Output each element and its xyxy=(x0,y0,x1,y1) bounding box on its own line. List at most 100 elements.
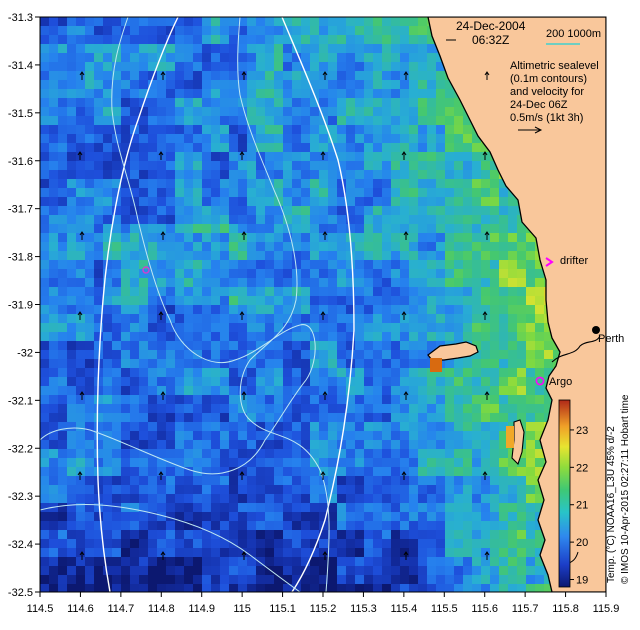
drifter-marker[interactable] xyxy=(545,257,554,267)
sst-cell xyxy=(508,395,518,405)
sst-cell xyxy=(490,161,500,171)
sst-cell xyxy=(382,485,392,495)
sst-cell xyxy=(247,62,257,72)
sst-cell xyxy=(391,170,401,180)
sst-cell xyxy=(166,404,176,414)
sst-cell xyxy=(166,44,176,54)
sst-cell xyxy=(193,359,203,369)
sst-cell xyxy=(355,44,365,54)
sst-cell xyxy=(463,143,473,153)
sst-cell xyxy=(499,575,509,585)
sst-cell xyxy=(310,107,320,117)
sst-cell xyxy=(283,89,293,99)
sst-cell xyxy=(436,530,446,540)
sst-cell xyxy=(301,170,311,180)
sst-cell xyxy=(103,152,113,162)
sst-cell xyxy=(328,260,338,270)
sst-cell xyxy=(130,62,140,72)
sst-cell xyxy=(274,530,284,540)
sst-cell xyxy=(391,377,401,387)
sst-cell xyxy=(256,557,266,567)
sst-cell xyxy=(355,35,365,45)
sst-cell xyxy=(238,98,248,108)
sst-cell xyxy=(463,134,473,144)
sst-cell xyxy=(292,242,302,252)
sst-cell xyxy=(103,17,113,27)
sst-cell xyxy=(148,35,158,45)
sst-cell xyxy=(256,341,266,351)
sst-cell xyxy=(301,242,311,252)
sst-cell xyxy=(490,314,500,324)
sst-cell xyxy=(535,350,545,360)
sst-cell xyxy=(301,287,311,297)
sst-cell xyxy=(328,467,338,477)
sst-cell xyxy=(265,467,275,477)
sst-cell xyxy=(139,260,149,270)
sst-cell xyxy=(58,332,68,342)
sst-cell xyxy=(355,314,365,324)
sst-cell xyxy=(121,35,131,45)
sst-cell xyxy=(94,143,104,153)
sst-cell xyxy=(193,476,203,486)
sst-cell xyxy=(94,215,104,225)
perth-marker[interactable] xyxy=(592,326,600,334)
sst-cell xyxy=(355,440,365,450)
sst-cell xyxy=(400,503,410,513)
sst-cell xyxy=(202,35,212,45)
sst-cell xyxy=(310,206,320,216)
sst-cell xyxy=(508,548,518,558)
sst-cell xyxy=(364,575,374,585)
sst-cell xyxy=(427,215,437,225)
x-axis: 114.5 114.6 114.7 114.8 114.9 115 115.1 115.2 11… xyxy=(27,592,619,615)
sst-cell xyxy=(202,431,212,441)
sst-cell xyxy=(436,395,446,405)
sst-cell xyxy=(382,449,392,459)
sst-cell xyxy=(409,503,419,513)
sst-cell xyxy=(283,332,293,342)
sst-cell xyxy=(391,98,401,108)
sst-cell xyxy=(130,80,140,90)
sst-cell xyxy=(202,557,212,567)
sst-cell xyxy=(373,386,383,396)
sst-cell xyxy=(481,512,491,522)
sst-cell xyxy=(481,440,491,450)
sst-cell xyxy=(40,26,50,36)
sst-cell xyxy=(202,458,212,468)
sst-cell xyxy=(67,260,77,270)
sst-cell xyxy=(400,62,410,72)
sst-cell xyxy=(418,242,428,252)
sst-cell xyxy=(391,26,401,36)
sst-cell xyxy=(535,368,545,378)
sst-cell xyxy=(238,512,248,522)
sst-cell xyxy=(265,575,275,585)
sst-cell xyxy=(112,152,122,162)
sst-cell xyxy=(130,224,140,234)
sst-cell xyxy=(157,197,167,207)
sst-cell xyxy=(445,476,455,486)
sst-cell xyxy=(400,341,410,351)
sst-cell xyxy=(193,224,203,234)
legend-line-2: and velocity for xyxy=(510,86,584,98)
sst-cell xyxy=(400,152,410,162)
argo-marker[interactable] xyxy=(535,376,545,386)
sst-cell xyxy=(418,152,428,162)
sst-cell xyxy=(220,215,230,225)
sst-cell xyxy=(85,386,95,396)
sst-cell xyxy=(355,476,365,486)
sst-cell xyxy=(139,170,149,180)
sst-cell xyxy=(94,260,104,270)
sst-cell xyxy=(508,530,518,540)
sst-cell xyxy=(220,125,230,135)
sst-cell xyxy=(436,314,446,324)
sst-cell xyxy=(220,422,230,432)
sst-cell xyxy=(283,161,293,171)
sst-cell xyxy=(454,269,464,279)
sst-cell xyxy=(481,332,491,342)
sst-cell xyxy=(85,269,95,279)
sst-cell xyxy=(265,557,275,567)
sst-cell xyxy=(247,215,257,225)
sst-cell xyxy=(535,494,545,504)
sst-cell xyxy=(121,62,131,72)
sst-cell xyxy=(508,278,518,288)
sst-cell xyxy=(526,323,536,333)
